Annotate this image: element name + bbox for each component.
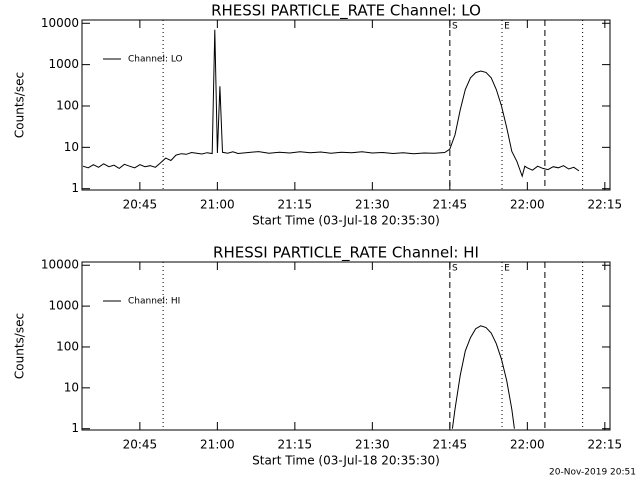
- y-tick-label: 10000: [41, 258, 79, 272]
- data-line: [451, 325, 515, 429]
- plot-frame: [81, 261, 611, 431]
- x-tick-label: 21:30: [355, 198, 390, 212]
- x-tick-label: 21:45: [433, 438, 468, 452]
- x-axis-label: Start Time (03-Jul-18 20:35:30): [252, 454, 440, 468]
- x-tick-label: 21:15: [278, 438, 313, 452]
- marker-label: S: [452, 264, 458, 274]
- x-tick-label: 22:00: [510, 438, 545, 452]
- y-axis-label: Counts/sec: [13, 313, 27, 379]
- legend-label: Channel: HI: [128, 297, 180, 307]
- marker-label: S: [452, 22, 458, 32]
- x-tick-label: 22:00: [510, 198, 545, 212]
- y-tick-label: 100: [56, 98, 79, 112]
- x-tick-label: 21:00: [200, 198, 235, 212]
- y-tick-label: 1000: [48, 299, 79, 313]
- legend-label: Channel: LO: [128, 55, 183, 65]
- marker-label: E: [504, 264, 510, 274]
- footer: 20-Nov-2019 20:51: [549, 468, 636, 478]
- plot-frame: [81, 19, 611, 191]
- chart-title: RHESSI PARTICLE_RATE Channel: LO: [211, 2, 481, 21]
- chart-title: RHESSI PARTICLE_RATE Channel: HI: [213, 244, 479, 263]
- y-tick-label: 1000: [48, 57, 79, 71]
- x-tick-label: 22:15: [588, 438, 623, 452]
- y-tick-label: 1: [71, 421, 79, 435]
- x-tick-label: 21:15: [278, 198, 313, 212]
- x-axis-label: Start Time (03-Jul-18 20:35:30): [252, 214, 440, 228]
- y-tick-label: 1: [71, 181, 79, 195]
- y-tick-label: 10: [64, 380, 79, 394]
- x-tick-label: 20:45: [123, 198, 158, 212]
- x-tick-label: 21:45: [433, 198, 468, 212]
- data-line: [82, 29, 580, 178]
- x-tick-label: 21:30: [355, 438, 390, 452]
- x-tick-label: 21:00: [200, 438, 235, 452]
- y-tick-label: 100: [56, 339, 79, 353]
- x-tick-label: 20:45: [123, 438, 158, 452]
- x-tick-label: 22:15: [588, 198, 623, 212]
- y-tick-label: 10000: [41, 16, 79, 30]
- marker-label: E: [504, 22, 510, 32]
- y-tick-label: 10: [64, 140, 79, 154]
- y-axis-label: Counts/sec: [13, 72, 27, 138]
